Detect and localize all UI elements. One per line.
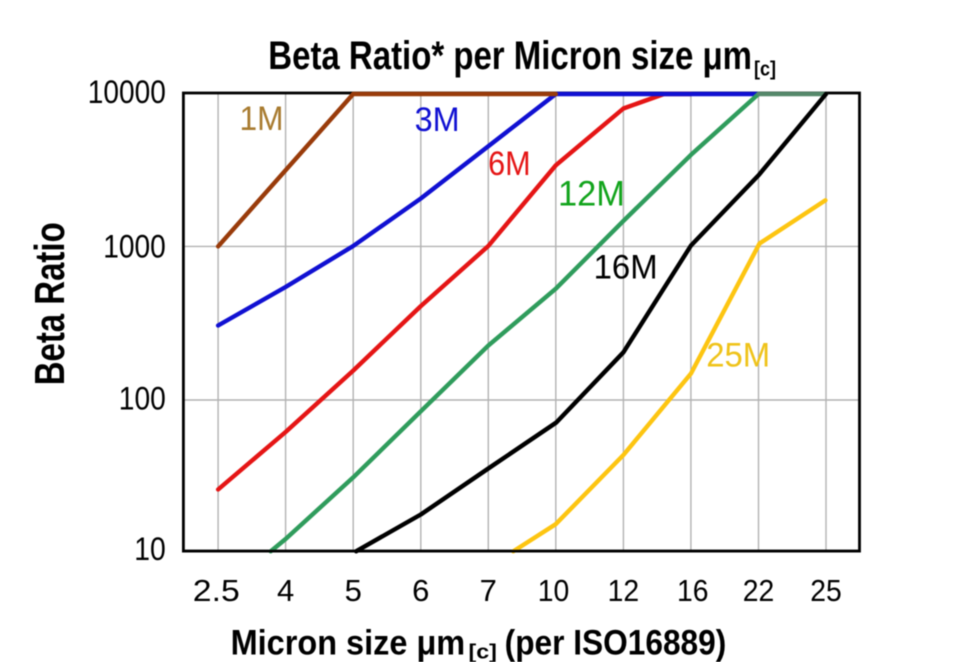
- svg-text:2.5: 2.5: [193, 573, 240, 608]
- svg-text:(per ISO16889): (per ISO16889): [496, 624, 726, 662]
- svg-text:7: 7: [480, 573, 497, 608]
- svg-text:25M: 25M: [706, 336, 770, 374]
- svg-text:12M: 12M: [558, 173, 625, 213]
- svg-text:6: 6: [412, 573, 429, 608]
- svg-text:16: 16: [677, 573, 709, 608]
- svg-text:10000: 10000: [88, 74, 166, 110]
- svg-text:10: 10: [538, 573, 570, 608]
- svg-text:25: 25: [810, 573, 842, 608]
- svg-text:3M: 3M: [415, 101, 460, 139]
- svg-text:1M: 1M: [240, 100, 284, 138]
- svg-text:10: 10: [134, 531, 166, 567]
- svg-text:1000: 1000: [103, 228, 166, 264]
- svg-text:Micron size μm: Micron size μm: [231, 624, 466, 662]
- svg-text:4: 4: [277, 573, 294, 608]
- svg-text:Beta Ratio: Beta Ratio: [26, 222, 73, 385]
- svg-text:[c]: [c]: [754, 58, 776, 80]
- svg-text:12: 12: [608, 573, 640, 608]
- svg-text:Beta Ratio* per Micron size μm: Beta Ratio* per Micron size μm: [268, 34, 752, 78]
- svg-text:16M: 16M: [594, 249, 658, 287]
- svg-text:[c]: [c]: [469, 642, 497, 662]
- svg-text:5: 5: [345, 573, 362, 608]
- svg-text:6M: 6M: [488, 145, 530, 183]
- svg-text:22: 22: [743, 573, 775, 608]
- svg-text:100: 100: [119, 380, 166, 416]
